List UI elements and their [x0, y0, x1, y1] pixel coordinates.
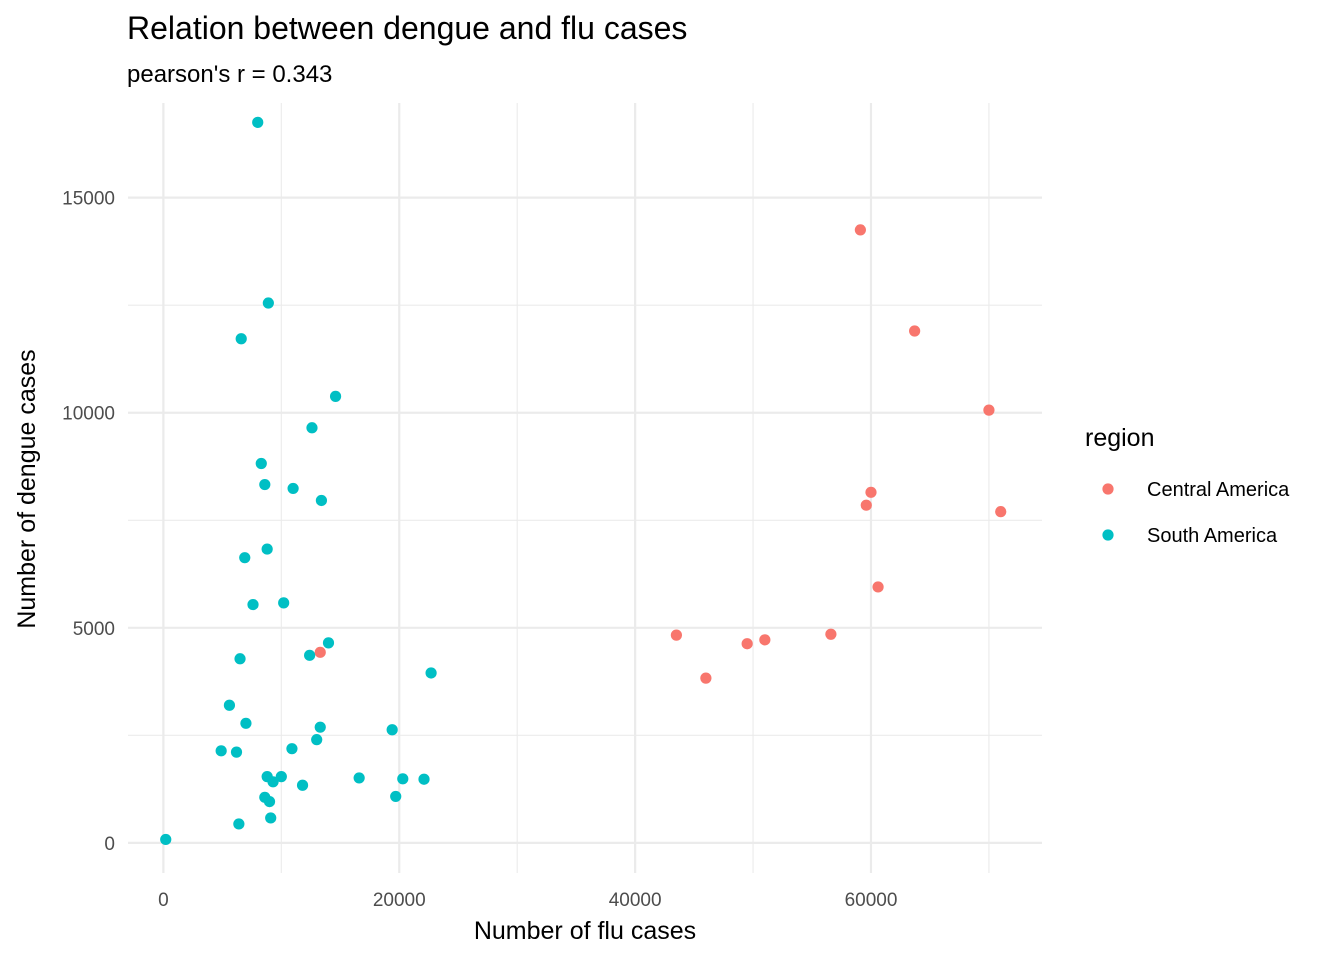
- legend-key: [1102, 529, 1114, 541]
- data-point: [234, 653, 246, 665]
- data-point: [329, 390, 342, 402]
- data-point: [390, 790, 402, 803]
- data-point: [386, 724, 398, 736]
- data-point: [252, 116, 264, 128]
- data-point: [700, 672, 712, 684]
- x-axis-title: Number of flu cases: [474, 917, 696, 945]
- chart-subtitle: pearson's r = 0.343: [127, 61, 332, 88]
- data-point: [255, 457, 267, 470]
- legend: region Central America South America: [1085, 424, 1290, 547]
- data-point: [267, 776, 279, 788]
- data-point: [247, 598, 259, 611]
- data-point: [311, 734, 323, 746]
- y-axis-title: Number of dengue cases: [13, 349, 41, 628]
- data-point: [314, 721, 326, 733]
- x-tick-label: 0: [158, 890, 169, 911]
- data-point: [741, 638, 753, 650]
- data-point: [275, 771, 287, 783]
- data-point: [983, 404, 995, 416]
- data-point: [262, 297, 274, 309]
- data-point: [759, 634, 771, 646]
- data-point: [304, 649, 316, 661]
- data-point: [259, 478, 271, 491]
- data-point: [860, 499, 872, 511]
- data-point: [825, 628, 837, 640]
- data-point: [322, 637, 335, 649]
- y-axis-ticks: 0 5000 10000 15000: [62, 189, 115, 855]
- data-point: [287, 482, 299, 495]
- data-point: [670, 629, 683, 641]
- data-point: [314, 646, 326, 658]
- data-point: [215, 745, 227, 757]
- x-tick-label: 20000: [373, 890, 426, 911]
- data-point: [261, 543, 273, 555]
- data-point: [278, 597, 290, 609]
- data-point: [315, 494, 328, 507]
- data-point: [353, 772, 365, 784]
- data-point: [306, 422, 318, 434]
- data-point: [235, 333, 247, 345]
- data-point: [263, 795, 276, 808]
- data-point: [230, 746, 243, 758]
- data-point: [223, 699, 236, 711]
- data-point: [160, 833, 172, 846]
- data-point: [240, 717, 252, 729]
- data-point: [872, 581, 884, 593]
- data-point: [854, 224, 866, 236]
- data-point: [233, 818, 245, 830]
- legend-key: [1102, 483, 1114, 495]
- legend-title: region: [1085, 424, 1155, 452]
- data-point: [296, 779, 309, 791]
- data-point: [397, 773, 409, 785]
- legend-label: Central America: [1147, 479, 1290, 501]
- x-tick-label: 40000: [609, 890, 662, 911]
- x-tick-label: 60000: [845, 890, 898, 911]
- data-point: [239, 552, 251, 564]
- series-1: [160, 116, 437, 846]
- data-point: [286, 743, 298, 755]
- y-tick-label: 10000: [62, 404, 115, 425]
- chart-title: Relation between dengue and flu cases: [127, 10, 687, 46]
- data-points: [160, 116, 1007, 846]
- data-point: [265, 812, 277, 824]
- x-axis-ticks: 0 20000 40000 60000: [158, 890, 897, 911]
- y-tick-label: 5000: [73, 619, 115, 640]
- data-point: [909, 325, 921, 337]
- data-point: [418, 773, 430, 785]
- y-tick-label: 15000: [62, 189, 115, 210]
- data-point: [865, 486, 877, 498]
- series-0: [314, 224, 1007, 684]
- legend-label: South America: [1147, 525, 1278, 547]
- data-point: [425, 667, 437, 679]
- y-tick-label: 0: [104, 834, 115, 855]
- grid: [128, 103, 1042, 873]
- data-point: [995, 506, 1007, 518]
